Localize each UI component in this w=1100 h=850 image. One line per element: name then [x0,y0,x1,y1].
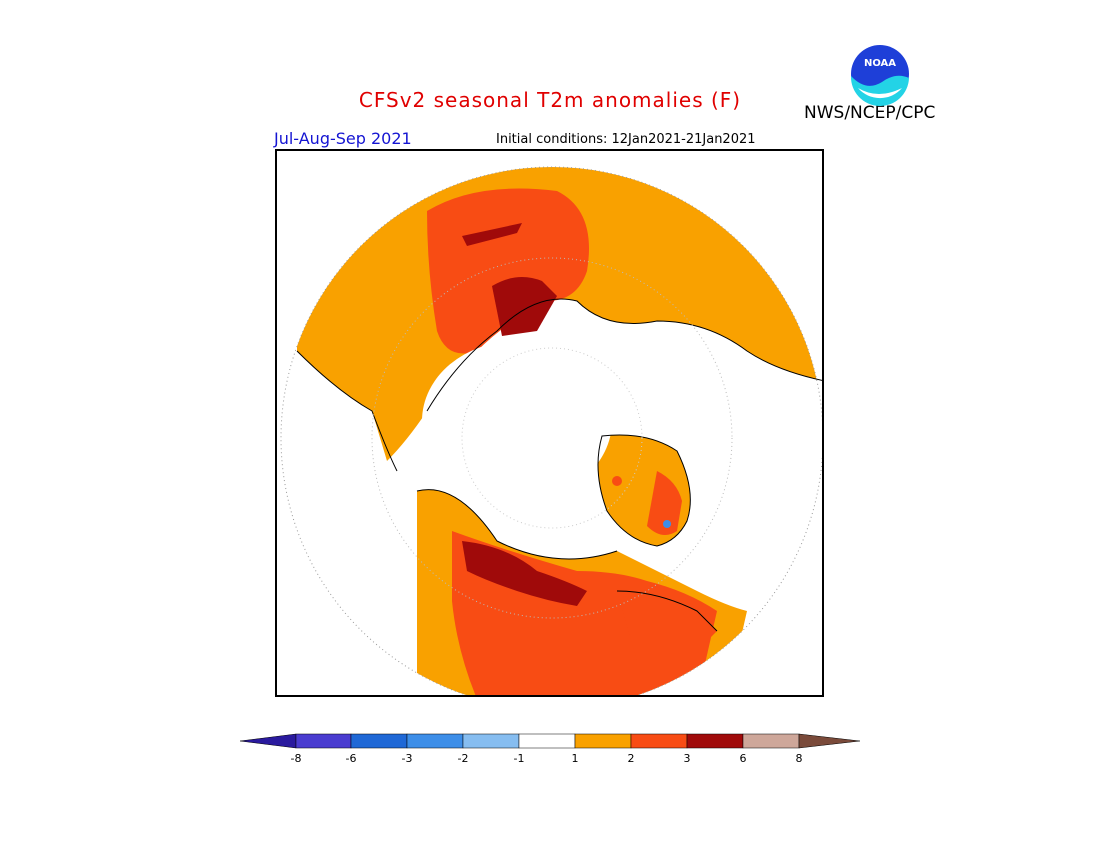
greenland-red-region [647,471,682,535]
colorbar-tick: -1 [513,752,525,765]
colorbar-bin-7 [630,733,688,749]
agency-label: NWS/NCEP/CPC [804,103,936,123]
colorbar-tick: -6 [345,752,357,765]
island-warm-spot [612,476,622,486]
colorbar-bin-3 [406,733,464,749]
colorbar-bin-9 [742,733,800,749]
noaa-logo-text: NOAA [864,58,896,69]
colorbar-high-arrow [798,733,861,749]
labrador-red-region [617,591,717,671]
eurasia-darkred-strip [462,223,522,246]
colorbar-bin-4 [462,733,520,749]
colorbar-bin-8 [686,733,744,749]
colorbar-low-arrow [239,733,297,749]
arctic-ocean [422,341,612,501]
colorbar-tick: 3 [683,752,691,765]
colorbar-tick: 6 [739,752,747,765]
colorbar-tick: -2 [457,752,469,765]
season-label: Jul-Aug-Sep 2021 [274,129,412,148]
colorbar-bin-2 [350,733,408,749]
colorbar-bin-1 [295,733,352,749]
colorbar [239,733,861,749]
polar-map-svg [280,166,822,695]
colorbar-tick: -3 [401,752,413,765]
colorbar-tick: -8 [290,752,302,765]
anomaly-map [275,149,824,697]
colorbar-bin-5 [518,733,576,749]
chart-title: CFSv2 seasonal T2m anomalies (F) [358,88,742,112]
cold-spot [663,520,671,528]
noaa-logo: NOAA [849,43,911,106]
colorbar-bin-6 [574,733,632,749]
colorbar-tick: 2 [627,752,635,765]
namerica-darkred-region [462,541,587,606]
eurasia-red-region [427,188,589,354]
colorbar-tick: 8 [795,752,803,765]
colorbar-tick: 1 [571,752,579,765]
initial-conditions-label: Initial conditions: 12Jan2021-21Jan2021 [496,132,756,147]
